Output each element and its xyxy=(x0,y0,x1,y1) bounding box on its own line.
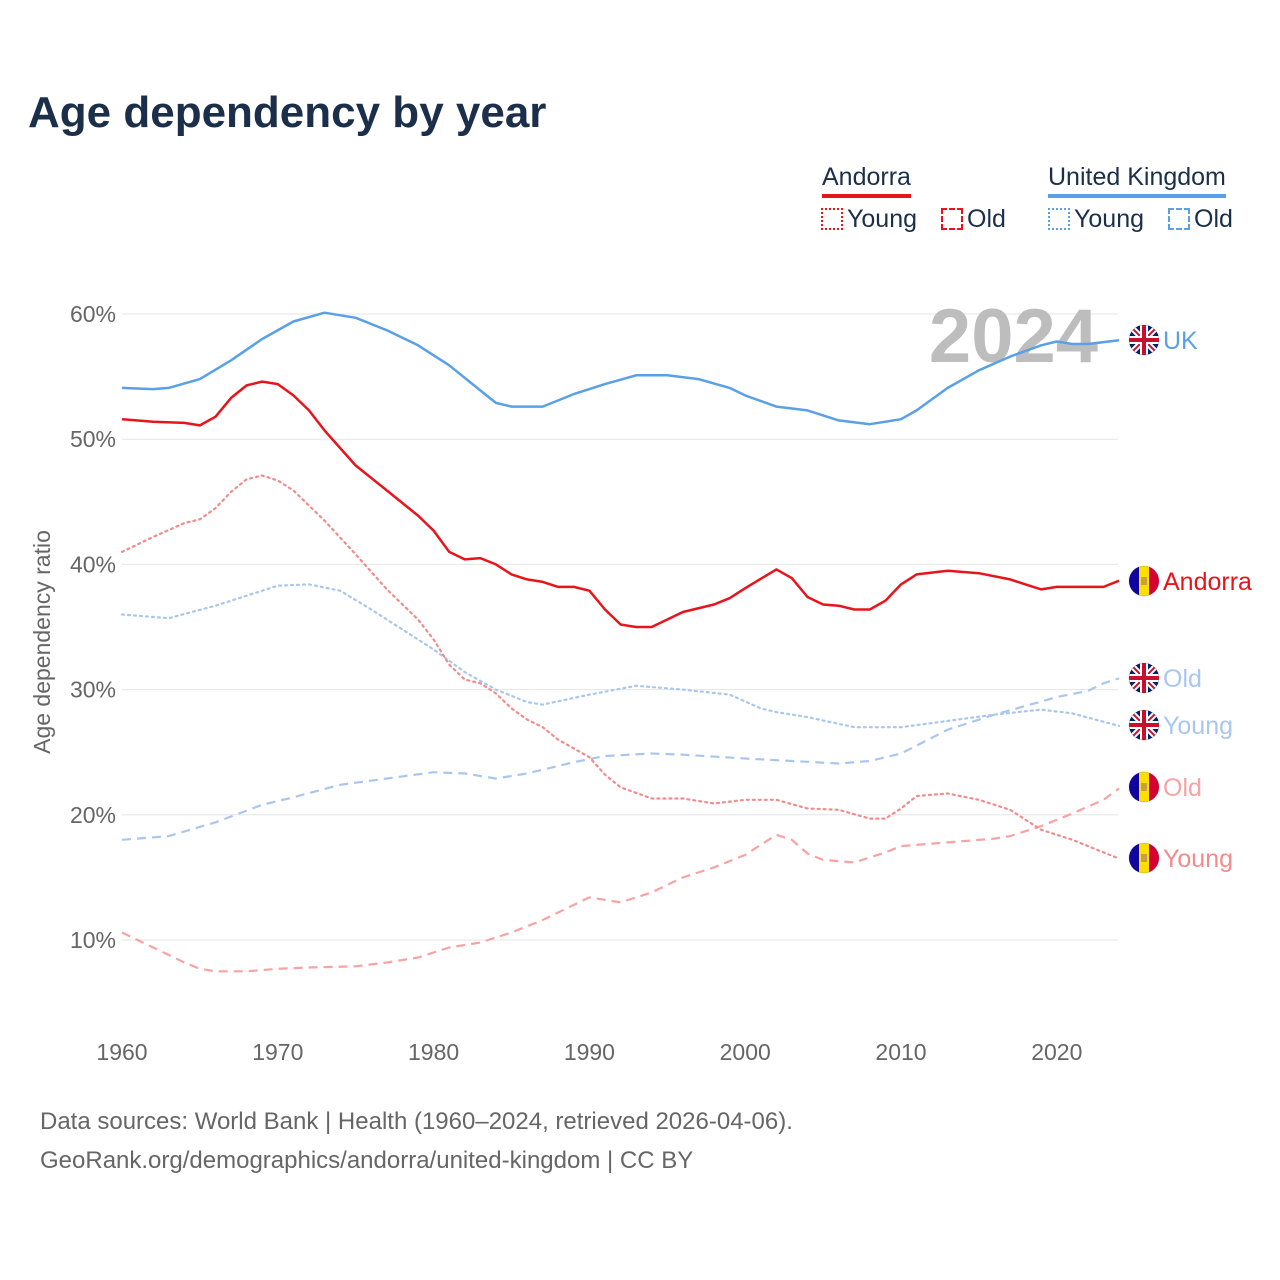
uk-flag-icon xyxy=(1128,709,1160,741)
uk-flag-icon xyxy=(1128,324,1160,356)
dashed-swatch-icon xyxy=(1168,208,1190,230)
x-tick-label: 2010 xyxy=(875,1039,926,1065)
chart-title: Age dependency by year xyxy=(28,88,547,137)
dashed-swatch-icon xyxy=(941,208,963,230)
y-axis-label: Age dependency ratio xyxy=(29,530,55,754)
y-tick-label: 50% xyxy=(70,426,116,452)
uk-flag-icon xyxy=(1128,662,1160,694)
line-chart: 10% 20% 30% 40% 50% 60% 1960 1970 1980 1990 2000 20… xyxy=(29,294,1252,1065)
series-end-label: Old xyxy=(1163,665,1202,693)
series-end-label: Young xyxy=(1163,712,1233,740)
series-line-uk-young xyxy=(120,583,1121,729)
legend-andorra-old: Old xyxy=(941,205,1006,234)
y-tick-label: 40% xyxy=(70,551,116,577)
source-line-1: Data sources: World Bank | Health (1960–… xyxy=(40,1108,793,1135)
x-tick-label: 1990 xyxy=(564,1039,615,1065)
dotted-swatch-icon xyxy=(1048,208,1070,230)
legend-label: Old xyxy=(1194,205,1233,233)
series-line-andorra-young xyxy=(120,474,1121,860)
series-line-uk xyxy=(121,311,1120,426)
legend-uk-old: Old xyxy=(1168,205,1233,234)
andorra-flag-icon xyxy=(1128,565,1160,597)
series-end-label: Andorra xyxy=(1163,568,1252,596)
series-end-label: Young xyxy=(1163,845,1233,873)
legend-uk-header: United Kingdom xyxy=(1048,163,1226,198)
series-line-andorra xyxy=(121,380,1120,629)
andorra-flag-icon xyxy=(1128,842,1160,874)
x-tick-label: 1960 xyxy=(96,1039,147,1065)
x-tick-label: 2000 xyxy=(720,1039,771,1065)
series-end-label: Old xyxy=(1163,774,1202,802)
legend-uk-young: Young xyxy=(1048,205,1144,234)
legend-label: Young xyxy=(847,205,917,233)
y-tick-label: 60% xyxy=(70,301,116,327)
legend-andorra-young: Young xyxy=(821,205,917,234)
andorra-flag-icon xyxy=(1128,771,1160,803)
y-tick-label: 20% xyxy=(70,802,116,828)
y-tick-label: 10% xyxy=(70,927,116,953)
source-line-2[interactable]: GeoRank.org/demographics/andorra/united-… xyxy=(40,1147,694,1174)
x-tick-label: 2020 xyxy=(1031,1039,1082,1065)
dotted-swatch-icon xyxy=(821,208,843,230)
x-tick-label: 1980 xyxy=(408,1039,459,1065)
x-tick-label: 1970 xyxy=(252,1039,303,1065)
legend-andorra-header: Andorra xyxy=(822,163,911,198)
legend-label: Old xyxy=(967,205,1006,233)
series-line-andorra-old xyxy=(121,787,1120,973)
year-watermark: 2024 xyxy=(929,294,1098,379)
y-tick-label: 30% xyxy=(70,677,116,703)
series-line-uk-old xyxy=(121,677,1120,841)
legend-label: Young xyxy=(1074,205,1144,233)
series-end-label: UK xyxy=(1163,327,1198,355)
